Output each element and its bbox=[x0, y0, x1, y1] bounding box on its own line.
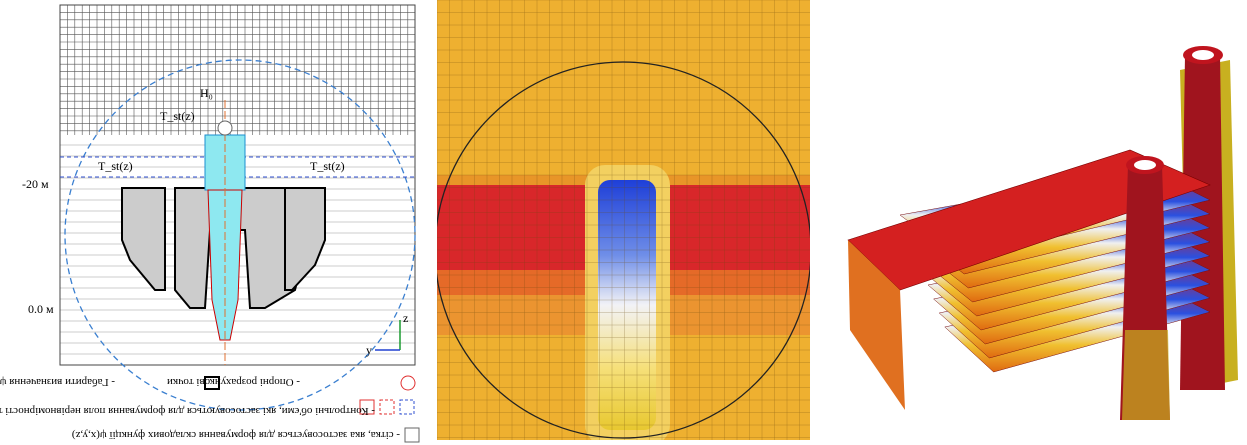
legend-item: - Опорні розрахункові точки bbox=[167, 376, 300, 388]
symbol: H₀ bbox=[200, 86, 213, 100]
figure: H₀ T_st(z) T_st(z) T_st(z) -20 м 0.0 м z… bbox=[0, 0, 1247, 445]
symbol: T_st(z) bbox=[310, 159, 345, 173]
level-label: 0.0 м bbox=[28, 302, 54, 316]
symbol: T_st(z) bbox=[98, 159, 133, 173]
legend-item: - сітка, яка застосовується для формуван… bbox=[72, 429, 400, 441]
legend-item: - Габарити визначення ψ(x,y,z) bbox=[0, 376, 115, 388]
axis-label: z bbox=[403, 311, 408, 325]
legend-item: - Контрольні об'єми, які застосовуються … bbox=[0, 405, 375, 417]
axis-label: y bbox=[366, 343, 372, 357]
level-label: -20 м bbox=[22, 177, 49, 191]
symbol: T_st(z) bbox=[160, 109, 195, 123]
legend: - Опорні розрахункові точки - Габарити в… bbox=[0, 376, 419, 442]
3d-model bbox=[848, 46, 1238, 420]
design-scheme: H₀ T_st(z) T_st(z) T_st(z) -20 м 0.0 м z… bbox=[22, 5, 415, 410]
temperature-field bbox=[435, 0, 811, 445]
